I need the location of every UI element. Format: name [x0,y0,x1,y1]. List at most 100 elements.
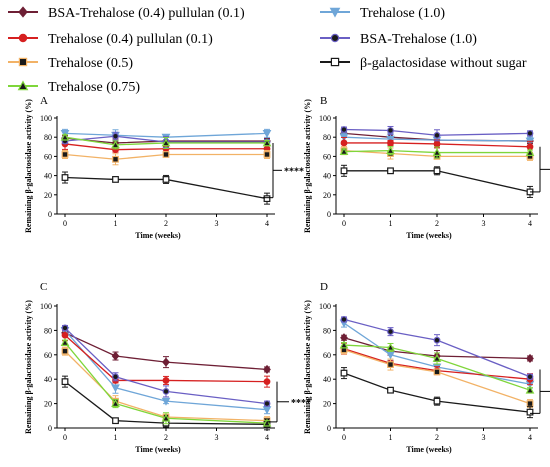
series-bsa-trehalose-1-0 [340,316,534,381]
legend-marker [17,80,29,91]
data-point [525,385,535,394]
data-point [387,127,394,134]
y-tick-label: 20 [323,400,331,409]
x-axis-title: Time (weeks) [135,445,181,454]
x-tick-label: 0 [63,433,67,442]
x-tick-label: 3 [215,433,219,442]
y-tick-label: 60 [323,351,331,360]
series-line [343,149,530,158]
y-axis-title: Remaining β-galactosidase activity (%) [303,300,312,434]
x-tick-label: 4 [265,433,269,442]
series-galactosidase-without-sugar [61,171,271,205]
data-point [387,328,394,336]
data-point [433,131,441,139]
series-trehalose-0-75 [60,337,272,427]
data-point [432,353,442,362]
data-point [61,331,69,339]
data-point [526,353,534,364]
data-point [111,351,120,361]
data-point [60,337,70,346]
x-tick-label: 1 [389,219,393,228]
series-line [64,350,268,422]
data-point [386,351,395,360]
data-point [60,132,70,141]
legend-marker [18,57,28,67]
y-tick-label: 100 [40,114,52,123]
data-point [262,418,272,427]
y-axis-title: Remaining β-galactosidase activity (%) [303,99,312,233]
series-line [64,329,268,411]
data-point [162,151,170,158]
y-tick-label: 0 [327,210,331,219]
x-tick-label: 0 [63,219,67,228]
x-tick-label: 1 [114,433,118,442]
data-point [112,155,119,163]
series-trehalose-0-75 [60,132,272,150]
x-tick-label: 2 [164,219,168,228]
legend-label: Trehalose (0.5) [48,56,133,71]
data-point [386,146,395,155]
legend-label: BSA-Trehalose (1.0) [360,32,477,47]
y-tick-label: 0 [48,424,52,433]
x-tick-label: 1 [114,219,118,228]
series-bsa-trehalose-0-4-pullulan-0-1 [61,328,271,375]
x-tick-label: 4 [528,219,532,228]
data-point [387,386,394,394]
data-point [162,377,170,384]
legend-label: Trehalose (1.0) [360,6,445,21]
data-point [263,400,271,408]
data-point [112,417,119,425]
y-tick-label: 0 [327,424,331,433]
x-tick-label: 4 [265,219,269,228]
legend-marker [330,57,340,67]
series-line [64,136,267,146]
data-point [161,413,171,422]
data-point [61,347,69,355]
series-line [343,128,531,136]
data-point [112,132,119,140]
series-line [64,381,268,425]
y-tick-label: 40 [44,375,52,384]
series-line [343,344,531,391]
data-point [526,373,534,381]
series-trehalose-0-75 [339,146,535,159]
y-tick-label: 80 [44,133,52,142]
series-galactosidase-without-sugar [340,367,534,419]
data-point [433,167,441,175]
legend-entry-trehalose-0-5: Trehalose (0.5) [8,56,133,71]
data-point [386,135,395,144]
y-tick-label: 40 [323,172,331,181]
data-point [161,397,171,406]
x-tick-label: 2 [164,433,168,442]
x-tick-label: 3 [215,219,219,228]
y-tick-label: 80 [44,326,52,335]
data-point [433,368,441,376]
y-tick-label: 60 [44,152,52,161]
data-point [262,138,272,147]
data-point [262,406,272,415]
panel-letter: C [40,281,47,293]
significance-label: **** [284,166,304,177]
series-line [343,318,531,378]
panel-b: B 0 20 40 60 80 100 0 1 2 3 4 Time (weeks) Remaining … [303,95,550,240]
y-tick-label: 60 [44,351,52,360]
data-point [111,140,120,149]
significance-label: **** [291,398,311,409]
y-tick-label: 40 [44,172,52,181]
data-point [61,151,69,158]
data-point [433,336,441,344]
x-tick-label: 1 [389,433,393,442]
y-tick-label: 100 [40,302,52,311]
legend: BSA-Trehalose (0.4) pullulan (0.1) Trehal… [8,6,527,95]
series-trehalose-0-5 [61,149,271,166]
data-point [340,126,348,133]
data-point [433,397,441,405]
significance-bracket: **** [263,142,304,199]
series-line [343,372,531,413]
x-axis-title: Time (weeks) [135,231,181,240]
legend-marker [329,7,341,18]
data-point [111,398,120,407]
data-point [339,340,349,349]
data-point [387,167,394,175]
data-point [263,151,271,158]
